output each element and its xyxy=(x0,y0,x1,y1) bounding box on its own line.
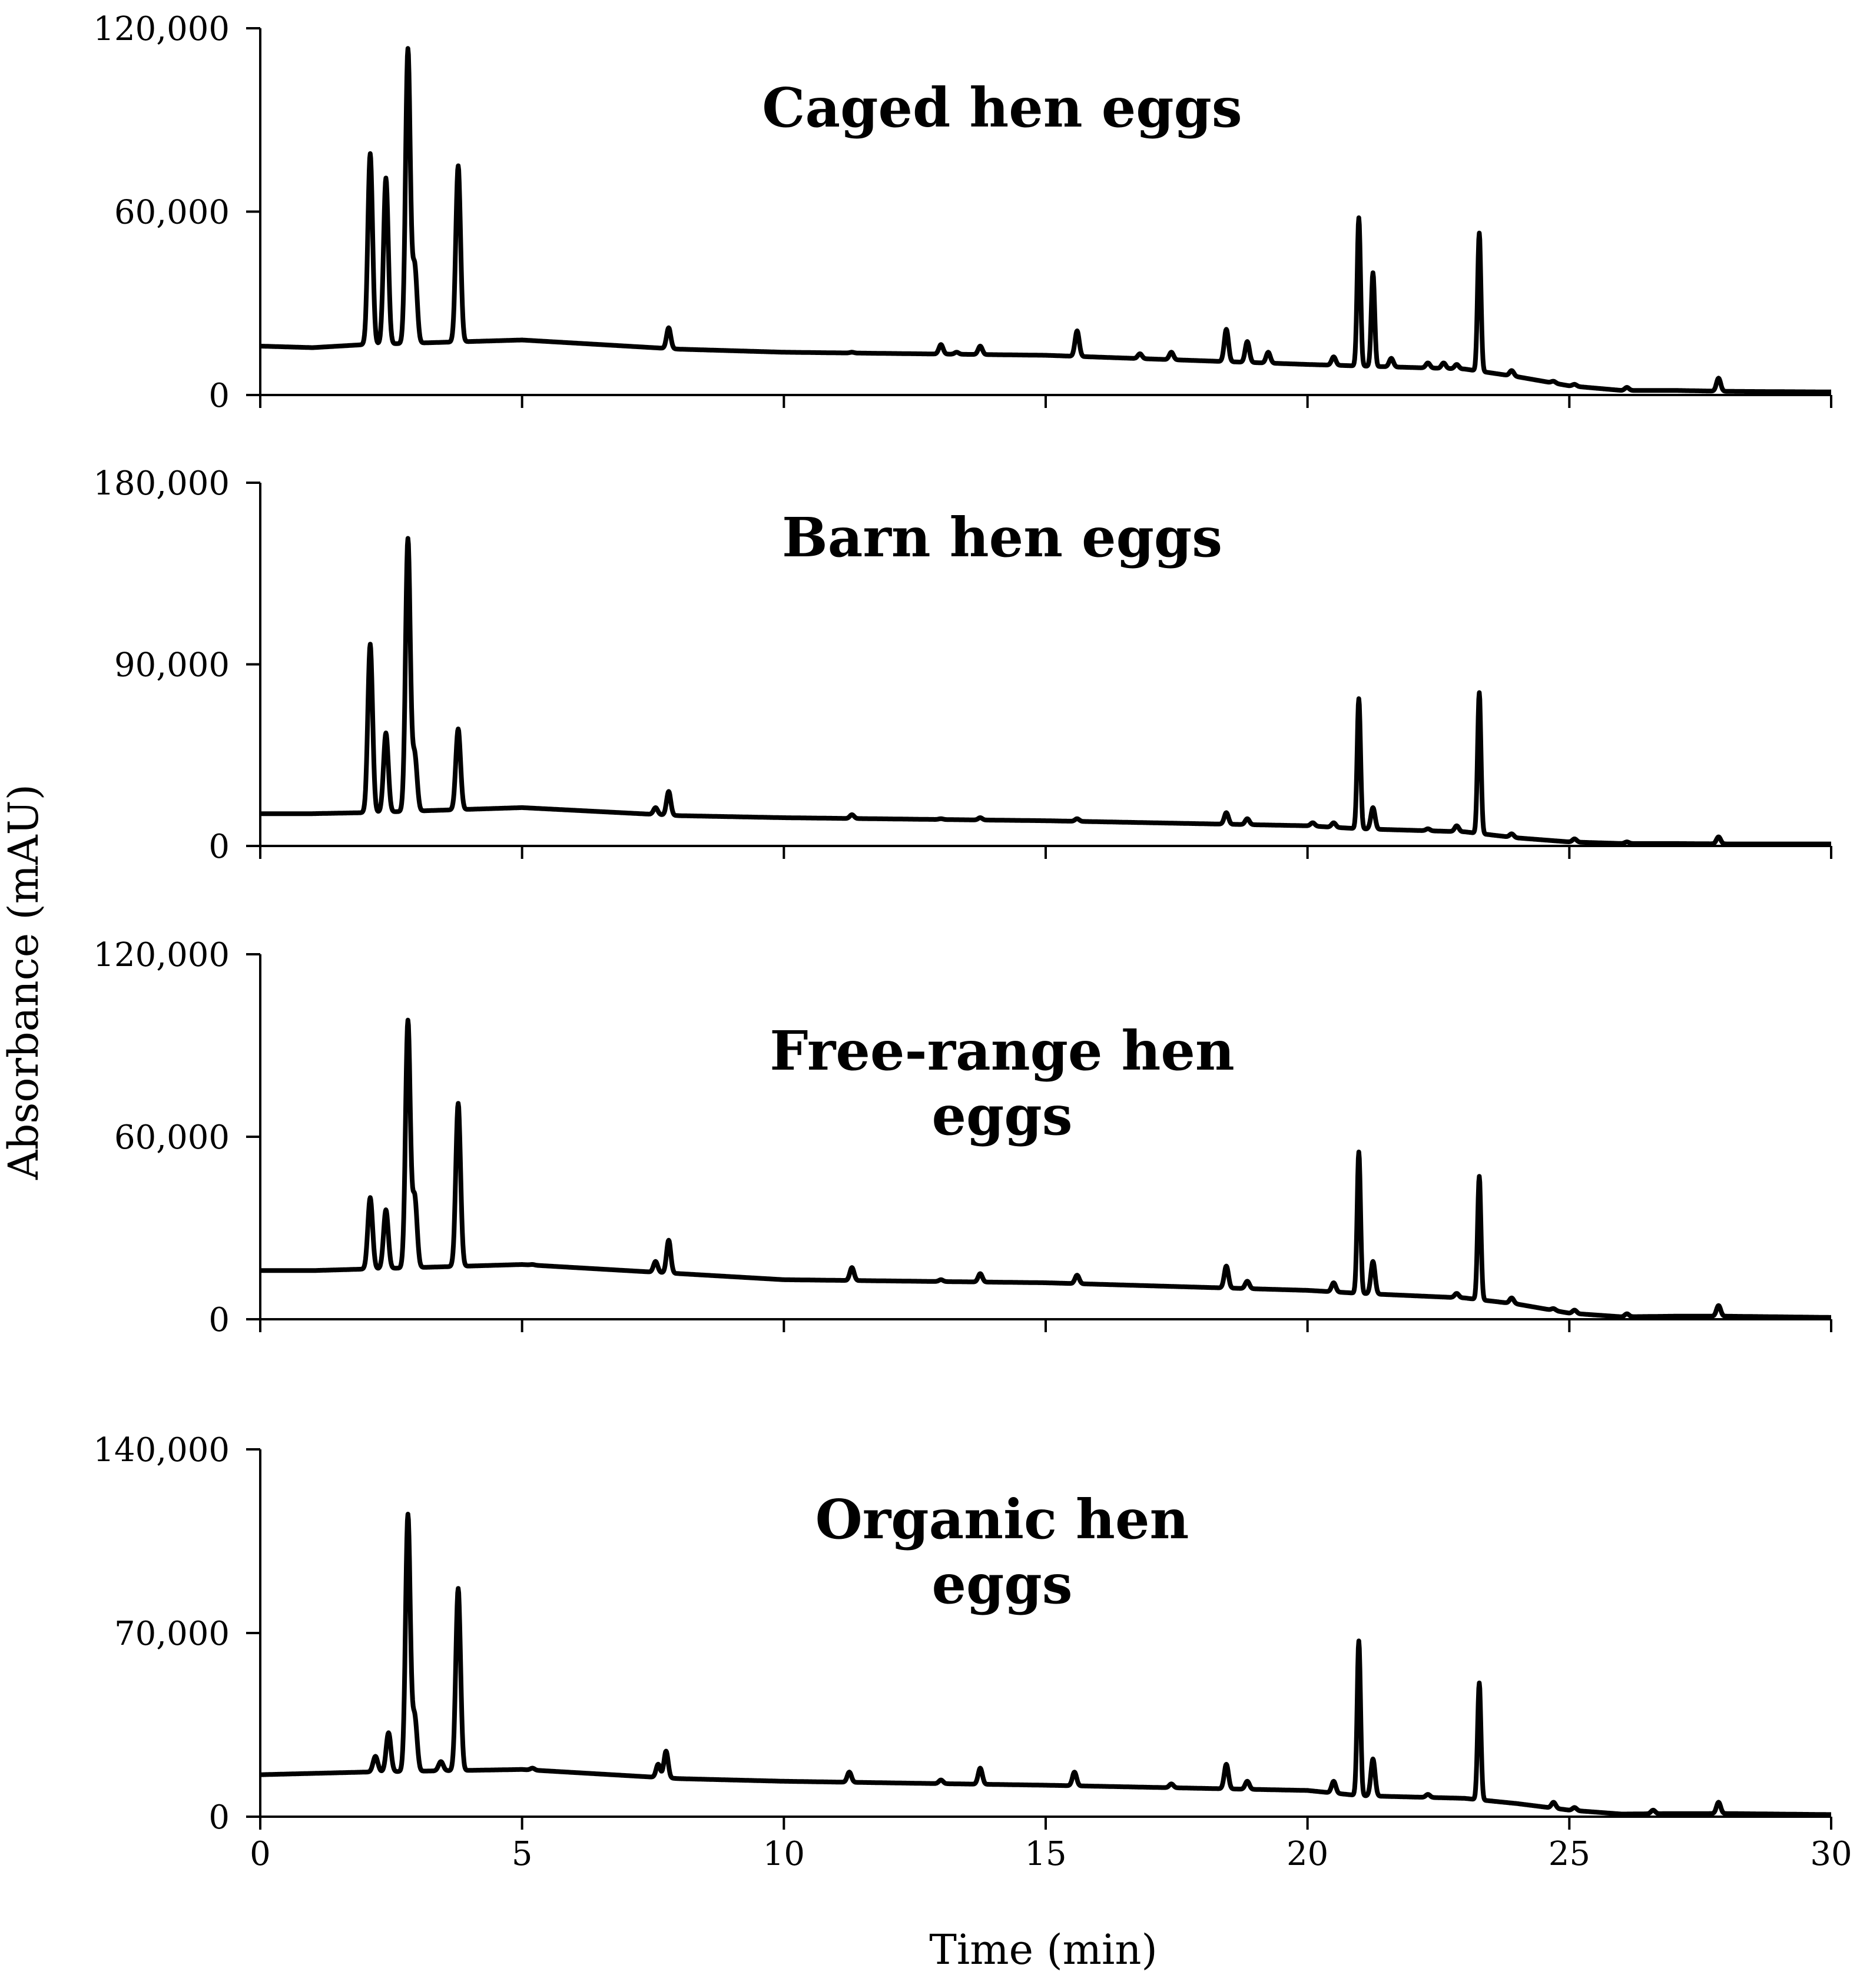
y-tick-label: 0 xyxy=(208,1301,230,1339)
y-tick-label: 60,000 xyxy=(114,194,230,232)
x-tick-label: 15 xyxy=(1025,1835,1066,1873)
panels: 0 60,000 120,000 Caged hen eggs 0 90,000 180,0… xyxy=(93,10,1834,1837)
y-tick-label: 0 xyxy=(208,1798,230,1837)
panel-2: 0 90,000 180,000 Barn hen eggs xyxy=(93,464,1834,866)
panel-3: 0 60,000 120,000 Free-range hen eggs xyxy=(93,936,1834,1339)
y-tick-label: 70,000 xyxy=(114,1615,230,1653)
y-tick-label: 0 xyxy=(208,828,230,866)
x-tick-label: 10 xyxy=(763,1835,805,1873)
chromatogram-trace xyxy=(258,1512,1834,1817)
panel-title-line: eggs xyxy=(932,1084,1073,1147)
y-tick-label: 90,000 xyxy=(114,646,230,685)
x-tick-label: 20 xyxy=(1287,1835,1328,1873)
x-tick-label: 30 xyxy=(1810,1835,1852,1873)
panel-title-line: Free-range hen xyxy=(770,1019,1235,1083)
y-tick-label: 180,000 xyxy=(93,464,230,503)
x-tick-label: 0 xyxy=(250,1835,271,1873)
y-tick-label: 120,000 xyxy=(93,936,230,974)
y-tick-label: 0 xyxy=(208,377,230,415)
panel-title-line: eggs xyxy=(932,1552,1073,1616)
panel-title-line: Organic hen xyxy=(815,1488,1189,1551)
panel-1: 0 60,000 120,000 Caged hen eggs xyxy=(93,10,1834,415)
panel-title: Barn hen eggs xyxy=(782,506,1222,569)
panel-title-line: Barn hen eggs xyxy=(782,506,1222,569)
y-axis-title: Absorbance (mAU) xyxy=(0,784,48,1180)
panel-title: Caged hen eggs xyxy=(762,76,1242,140)
chromatogram-trace xyxy=(258,536,1834,847)
x-tick-label: 25 xyxy=(1549,1835,1590,1873)
chromatogram-trace xyxy=(258,46,1834,394)
panel-title: Organic hen eggs xyxy=(815,1488,1189,1616)
x-axis-title: Time (min) xyxy=(929,1926,1158,1974)
chromatogram-trace xyxy=(258,1017,1834,1320)
y-tick-label: 140,000 xyxy=(93,1431,230,1469)
panel-4: 0 70,000 140,000 Organic hen eggs xyxy=(93,1431,1834,1837)
panel-title-line: Caged hen eggs xyxy=(762,76,1242,140)
y-tick-label: 120,000 xyxy=(93,10,230,48)
y-tick-label: 60,000 xyxy=(114,1119,230,1157)
x-tick-label: 5 xyxy=(512,1835,533,1873)
x-axis-tick-labels: 0 5 10 15 20 25 30 xyxy=(250,1835,1852,1873)
panel-title: Free-range hen eggs xyxy=(770,1019,1235,1147)
